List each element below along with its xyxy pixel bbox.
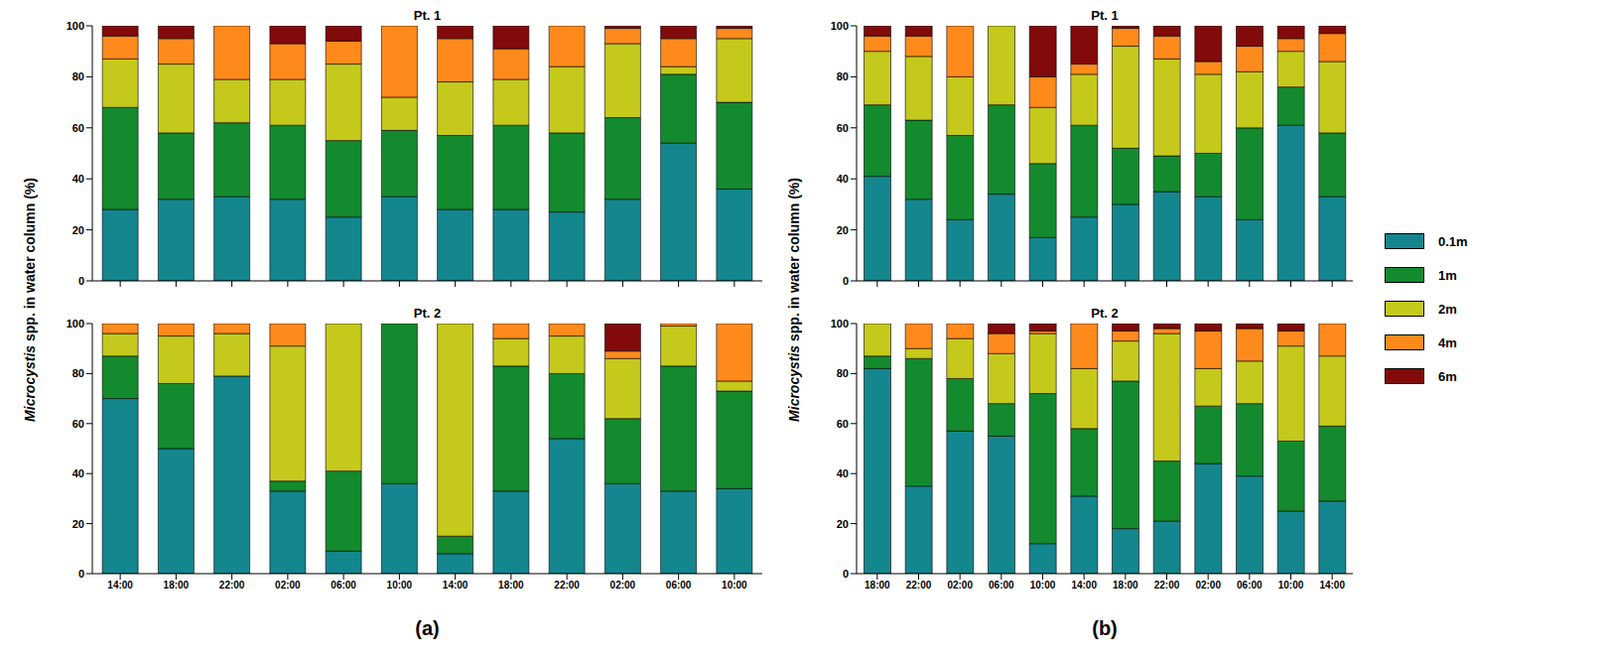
- svg-text:18:00: 18:00: [498, 579, 525, 591]
- html-text:(b): (b): [1092, 617, 1118, 640]
- svg-text:0: 0: [842, 274, 849, 287]
- svg-text:0: 0: [842, 567, 849, 580]
- svg-text:02:00: 02:00: [610, 579, 637, 591]
- svg-text:60: 60: [72, 122, 85, 134]
- html-text:spp. in water column (%): spp. in water column (%): [786, 177, 802, 346]
- svg-text:10:00: 10:00: [1030, 579, 1057, 591]
- svg-text:20: 20: [72, 224, 85, 237]
- html-text:2m: 2m: [1438, 301, 1457, 317]
- svg-text:22:00: 22:00: [553, 579, 580, 591]
- svg-text:100: 100: [830, 317, 849, 330]
- svg-text:80: 80: [72, 70, 85, 83]
- svg-text:40: 40: [836, 467, 849, 480]
- svg-text:10:00: 10:00: [721, 579, 748, 591]
- html-text:Microcystis: Microcystis: [786, 345, 802, 422]
- svg-text:0: 0: [78, 274, 85, 287]
- svg-text:06:00: 06:00: [1236, 579, 1263, 591]
- svg-text:40: 40: [72, 172, 85, 185]
- svg-text:80: 80: [836, 367, 849, 380]
- svg-text:06:00: 06:00: [666, 579, 692, 591]
- svg-text:100: 100: [830, 19, 849, 32]
- svg-text:60: 60: [72, 417, 85, 430]
- html-text:6m: 6m: [1438, 368, 1457, 384]
- svg-text:100: 100: [66, 19, 85, 32]
- svg-text:40: 40: [72, 467, 85, 480]
- svg-text:18:00: 18:00: [864, 579, 891, 591]
- svg-text:0: 0: [78, 567, 85, 580]
- svg-text:02:00: 02:00: [274, 579, 301, 591]
- svg-text:20: 20: [836, 518, 849, 531]
- svg-text:06:00: 06:00: [330, 579, 357, 591]
- svg-text:14:00: 14:00: [1070, 579, 1097, 591]
- html-text:Pt. 2: Pt. 2: [1091, 305, 1119, 321]
- svg-text:14:00: 14:00: [107, 579, 134, 591]
- svg-text:22:00: 22:00: [219, 579, 246, 591]
- html-text:Microcystis: Microcystis: [21, 345, 38, 422]
- svg-text:80: 80: [836, 70, 849, 83]
- svg-text:18:00: 18:00: [163, 579, 190, 591]
- svg-text:06:00: 06:00: [988, 579, 1015, 591]
- svg-text:100: 100: [66, 317, 85, 330]
- svg-text:80: 80: [72, 367, 85, 380]
- svg-text:22:00: 22:00: [1154, 579, 1181, 591]
- svg-text:22:00: 22:00: [906, 579, 933, 591]
- svg-text:20: 20: [836, 224, 849, 237]
- svg-text:02:00: 02:00: [946, 579, 973, 591]
- html-text:(a): (a): [415, 617, 440, 640]
- svg-text:02:00: 02:00: [1195, 579, 1221, 591]
- html-text:4m: 4m: [1438, 334, 1457, 350]
- svg-text:18:00: 18:00: [1112, 579, 1139, 591]
- html-text:Pt. 1: Pt. 1: [1091, 7, 1119, 23]
- svg-text:20: 20: [72, 518, 85, 531]
- html-text:Pt. 2: Pt. 2: [413, 305, 441, 321]
- svg-text:40: 40: [836, 172, 849, 185]
- svg-text:60: 60: [836, 122, 849, 134]
- svg-text:10:00: 10:00: [387, 579, 413, 591]
- svg-text:14:00: 14:00: [1319, 579, 1345, 591]
- svg-text:14:00: 14:00: [442, 579, 469, 591]
- html-text:1m: 1m: [1438, 267, 1457, 283]
- html-text:spp. in water column (%): spp. in water column (%): [21, 177, 38, 346]
- html-text:0.1m: 0.1m: [1438, 233, 1468, 249]
- svg-text:60: 60: [836, 417, 849, 430]
- svg-text:10:00: 10:00: [1278, 579, 1305, 591]
- html-text:Pt. 1: Pt. 1: [413, 7, 441, 23]
